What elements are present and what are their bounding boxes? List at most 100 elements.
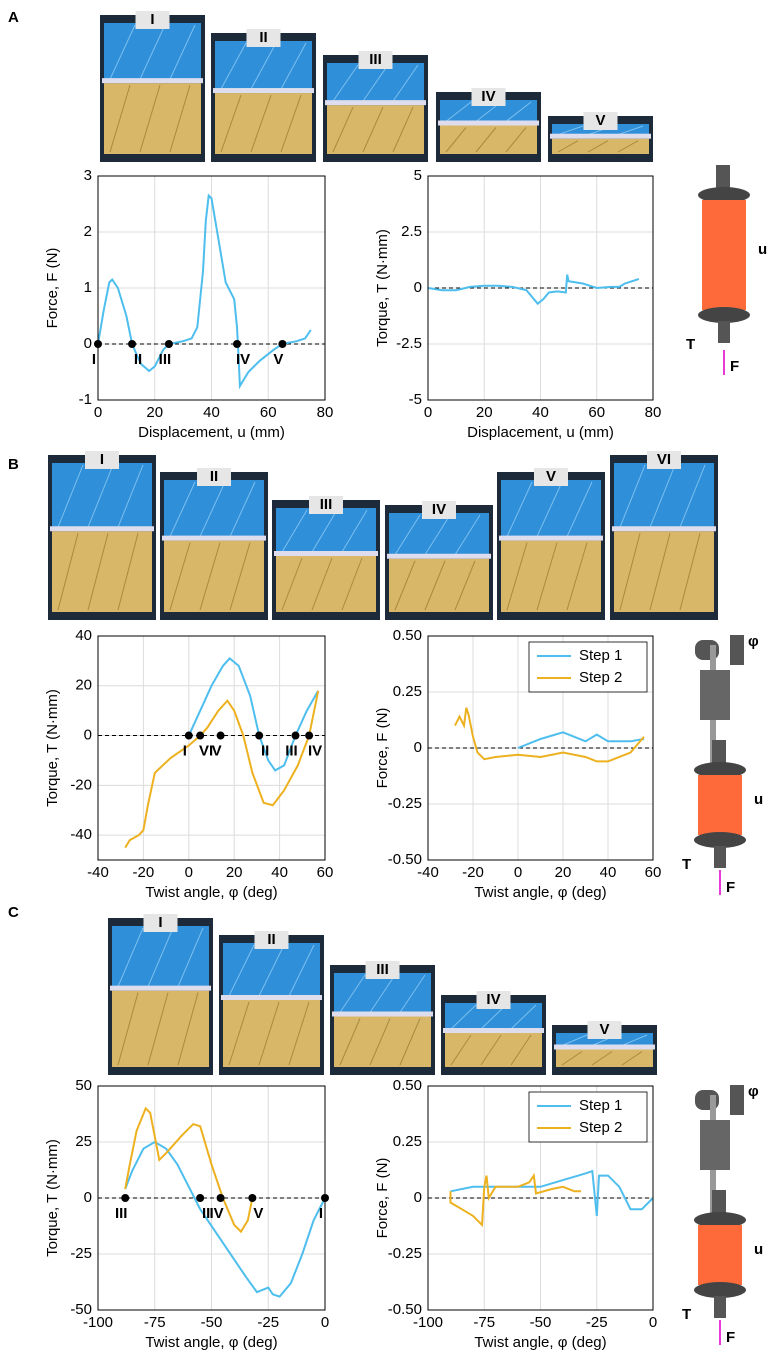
photo-crease xyxy=(280,42,307,90)
y-tick-label: 0.50 xyxy=(393,627,422,644)
legend-label: Step 2 xyxy=(579,669,622,686)
photo-label: III xyxy=(320,496,333,513)
photo-label: II xyxy=(267,931,275,948)
photo-crease xyxy=(87,533,109,611)
x-tick-label: 0 xyxy=(321,1314,329,1331)
annotation-label: I xyxy=(183,743,187,760)
photo-crease xyxy=(510,1004,537,1030)
photo-yellow xyxy=(327,105,424,154)
plot-frame xyxy=(427,1085,654,1311)
x-axis-title: Twist angle, φ (deg) xyxy=(474,1334,606,1351)
y-tick-label: 1 xyxy=(84,279,92,296)
photo-crease xyxy=(341,509,368,553)
photo-crease xyxy=(362,106,384,153)
y-tick-label: -2.5 xyxy=(396,335,422,352)
photo-crease xyxy=(619,464,646,528)
photo-crease xyxy=(177,992,199,1066)
annotation-label: IV xyxy=(209,1205,223,1222)
photo-crease xyxy=(445,101,472,122)
panel-letter: A xyxy=(8,9,19,26)
icon-label: φ xyxy=(748,1083,759,1100)
photo-yellow xyxy=(334,1016,431,1067)
photo-crease xyxy=(506,542,528,611)
x-tick-label: 0 xyxy=(94,404,102,421)
annotation-dot xyxy=(233,340,242,348)
data-line xyxy=(454,707,645,763)
photo-label-box xyxy=(254,931,289,949)
annotation-label: VI xyxy=(199,743,213,760)
annotation-label: III xyxy=(159,351,172,368)
photo-yellow xyxy=(614,531,714,612)
photo-crease xyxy=(332,64,359,102)
photo-label-box xyxy=(85,451,119,469)
photo-crease xyxy=(394,514,421,556)
icon-part xyxy=(698,187,750,203)
annotation-label: V xyxy=(212,743,222,760)
photo-label: IV xyxy=(481,88,495,105)
x-tick-label: -40 xyxy=(417,864,439,881)
photo-ring xyxy=(387,553,491,559)
photo-crease xyxy=(621,1034,648,1046)
photo-blue xyxy=(52,463,152,528)
photo-crease xyxy=(392,64,419,102)
photo-crease xyxy=(258,944,285,997)
photo-label: V xyxy=(546,468,556,485)
icon-part xyxy=(714,1296,726,1318)
photo-yellow xyxy=(501,540,601,612)
photo-label: V xyxy=(595,112,605,129)
photo-label-box xyxy=(197,468,231,486)
photo-label-box xyxy=(471,88,506,106)
photo-ring xyxy=(332,1011,433,1017)
photo-crease xyxy=(311,557,333,611)
annotation-label: V xyxy=(273,351,283,368)
photo-crease xyxy=(311,509,338,553)
photo-crease xyxy=(617,125,644,136)
photo-crease xyxy=(557,140,579,153)
x-axis-title: Twist angle, φ (deg) xyxy=(145,884,277,901)
x-tick-label: 60 xyxy=(317,864,334,881)
data-line xyxy=(187,657,320,772)
x-axis-title: Twist angle, φ (deg) xyxy=(474,884,606,901)
photo-crease xyxy=(454,514,481,556)
annotation-dot xyxy=(321,1194,329,1202)
photo-crease xyxy=(392,106,414,153)
photo-crease xyxy=(199,481,226,537)
photo-crease xyxy=(109,24,136,80)
photo-crease xyxy=(281,509,308,553)
photo-crease xyxy=(505,101,532,122)
photo-crease xyxy=(399,1018,421,1066)
data-line xyxy=(124,1140,326,1298)
photo-ring xyxy=(162,535,266,541)
y-tick-label: -20 xyxy=(70,776,92,793)
icon-part xyxy=(714,846,726,868)
x-tick-label: 60 xyxy=(645,864,662,881)
y-tick-label: 0.50 xyxy=(393,1077,422,1094)
annotation-label: II xyxy=(202,1205,210,1222)
plot-frame xyxy=(427,635,654,861)
photo-crease xyxy=(199,542,221,611)
icon-label: F xyxy=(726,879,735,896)
photo-crease xyxy=(288,1001,310,1066)
x-tick-label: -40 xyxy=(87,864,109,881)
photo-crease xyxy=(258,1001,280,1066)
photo-crease xyxy=(399,974,426,1013)
y-tick-label: 50 xyxy=(75,1077,92,1094)
photo-crease xyxy=(362,64,389,102)
y-axis-title: Force, F (N) xyxy=(374,708,391,789)
photo-crease xyxy=(341,557,363,611)
icon-label: T xyxy=(682,856,691,873)
legend-box xyxy=(528,1091,648,1143)
x-tick-label: 40 xyxy=(532,404,549,421)
annotation-label: III xyxy=(285,743,298,760)
photo-crease xyxy=(139,24,166,80)
x-axis-title: Displacement, u (mm) xyxy=(138,424,285,441)
photo-yellow xyxy=(440,125,537,154)
photo-crease xyxy=(220,42,247,90)
y-tick-label: -0.50 xyxy=(388,1301,422,1318)
photo-crease xyxy=(57,464,84,528)
photo-blue xyxy=(164,480,264,537)
photo-crease xyxy=(450,1034,472,1066)
x-tick-label: 0 xyxy=(649,1314,657,1331)
y-tick-label: 2 xyxy=(84,223,92,240)
